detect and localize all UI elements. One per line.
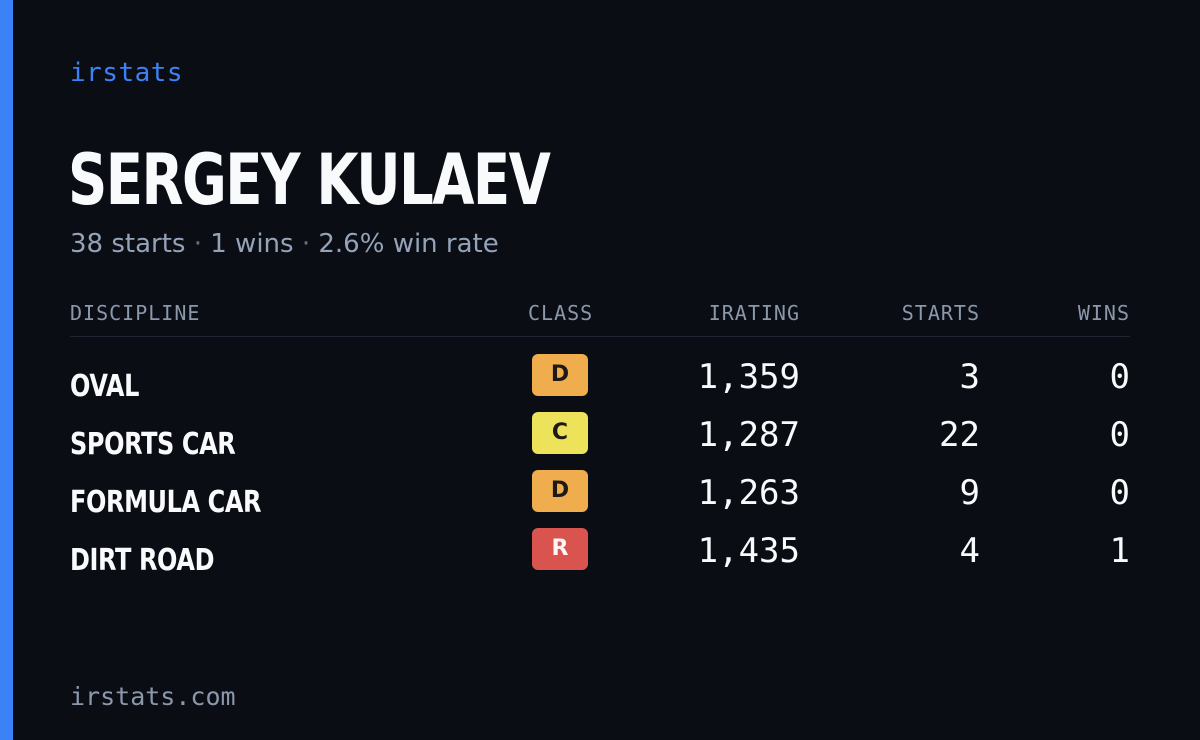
irating-value: 1,263 [697, 473, 800, 513]
summary-separator: · [193, 229, 202, 259]
wins-value: 1 [1109, 531, 1130, 571]
header-starts: STARTS [901, 301, 980, 325]
header-discipline: DISCIPLINE [70, 301, 201, 325]
starts-value: 3 [959, 357, 980, 397]
discipline-name: OVAL [70, 369, 139, 404]
discipline-name: DIRT ROAD [70, 543, 215, 578]
header-irating: IRATING [708, 301, 800, 325]
summary-win-rate: 2.6% win rate [318, 229, 499, 259]
class-badge: C [532, 412, 588, 454]
summary-starts: 38 starts [70, 229, 186, 259]
wins-value: 0 [1109, 357, 1130, 397]
summary-separator: · [301, 229, 311, 259]
header-divider [70, 336, 1130, 337]
brand-logo-text: irstats [70, 58, 184, 88]
table-row: OVAL D 1,359 3 0 [70, 354, 1130, 412]
discipline-name: SPORTS CAR [70, 427, 236, 462]
class-badge: D [532, 354, 588, 396]
irating-value: 1,435 [697, 531, 800, 571]
header-wins: WINS [1077, 301, 1130, 325]
starts-value: 22 [939, 415, 980, 455]
class-badge: R [532, 528, 588, 570]
table-row: FORMULA CAR D 1,263 9 0 [70, 470, 1130, 528]
player-name: SERGEY KULAEV [68, 139, 551, 221]
player-summary: 38 starts · 1 wins · 2.6% win rate [70, 227, 499, 261]
wins-value: 0 [1109, 415, 1130, 455]
wins-value: 0 [1109, 473, 1130, 513]
class-badge: D [532, 470, 588, 512]
starts-value: 4 [959, 531, 980, 571]
table-row: SPORTS CAR C 1,287 22 0 [70, 412, 1130, 470]
header-class: CLASS [528, 301, 594, 325]
discipline-name: FORMULA CAR [70, 485, 262, 520]
table-row: DIRT ROAD R 1,435 4 1 [70, 528, 1130, 586]
starts-value: 9 [959, 473, 980, 513]
footer-site-url: irstats.com [70, 682, 236, 711]
irating-value: 1,287 [697, 415, 800, 455]
irating-value: 1,359 [697, 357, 800, 397]
accent-bar [0, 0, 13, 740]
summary-wins: 1 wins [210, 229, 294, 259]
